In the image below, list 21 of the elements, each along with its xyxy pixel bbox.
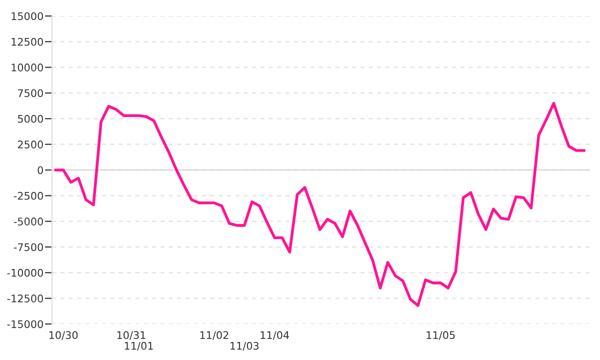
x-tick-label: 11/05: [426, 331, 455, 340]
x-tick-label: 11/02: [200, 331, 228, 340]
y-tick-label: -5000: [14, 218, 43, 226]
line-series: [54, 102, 586, 307]
y-tick-label: 5000: [18, 114, 43, 123]
x-tick-label: 11/04: [260, 331, 290, 340]
y-tick-label: -10000: [7, 268, 43, 277]
y-tick-label: 7500: [18, 89, 43, 98]
y-tick-label: -15000: [7, 320, 43, 328]
y-tick-label: -7500: [14, 243, 43, 252]
x-tick-label: 10/30: [49, 331, 78, 340]
y-tick-label: 0: [38, 166, 43, 174]
x-tick-label: 11/01: [124, 342, 153, 351]
x-tick-label: 10/31: [117, 331, 146, 340]
y-tick-label: 12500: [12, 38, 43, 46]
y-tick-label: 15000: [12, 12, 43, 20]
y-tick-label: 2500: [18, 140, 43, 148]
y-tick-label: -12500: [7, 294, 43, 302]
x-tick-label: 11/03: [230, 342, 259, 351]
y-tick-label: 10000: [12, 64, 43, 72]
y-tick-label: -2500: [14, 192, 43, 200]
